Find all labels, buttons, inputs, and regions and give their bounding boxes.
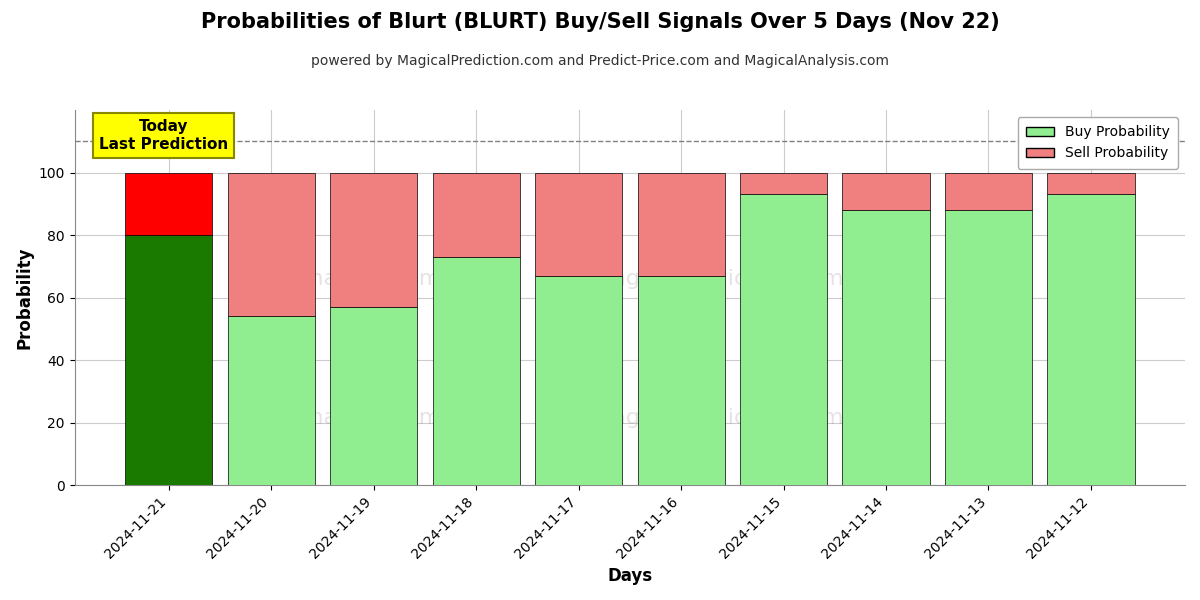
Bar [125, 173, 212, 235]
Bar [535, 173, 622, 275]
Bar [330, 307, 418, 485]
Bar [637, 275, 725, 485]
Bar [740, 194, 827, 485]
Bar [432, 257, 520, 485]
Text: Today
Last Prediction: Today Last Prediction [98, 119, 228, 152]
Bar [432, 173, 520, 257]
Bar [125, 235, 212, 485]
Bar [842, 173, 930, 210]
Bar [330, 173, 418, 307]
Text: powered by MagicalPrediction.com and Predict-Price.com and MagicalAnalysis.com: powered by MagicalPrediction.com and Pre… [311, 54, 889, 68]
Legend: Buy Probability, Sell Probability: Buy Probability, Sell Probability [1018, 117, 1178, 169]
Bar [637, 173, 725, 275]
Bar [1048, 173, 1134, 194]
Bar [740, 173, 827, 194]
X-axis label: Days: Days [607, 567, 653, 585]
Bar [944, 210, 1032, 485]
Text: MagicalPrediction.com: MagicalPrediction.com [594, 407, 844, 428]
Bar [228, 173, 314, 316]
Text: Probabilities of Blurt (BLURT) Buy/Sell Signals Over 5 Days (Nov 22): Probabilities of Blurt (BLURT) Buy/Sell … [200, 12, 1000, 32]
Bar [535, 275, 622, 485]
Bar [944, 173, 1032, 210]
Text: calAnalysis.com: calAnalysis.com [263, 407, 442, 428]
Y-axis label: Probability: Probability [16, 246, 34, 349]
Text: calAnalysis.com: calAnalysis.com [263, 269, 442, 289]
Text: MagicalPrediction.com: MagicalPrediction.com [594, 269, 844, 289]
Bar [842, 210, 930, 485]
Bar [228, 316, 314, 485]
Bar [1048, 194, 1134, 485]
